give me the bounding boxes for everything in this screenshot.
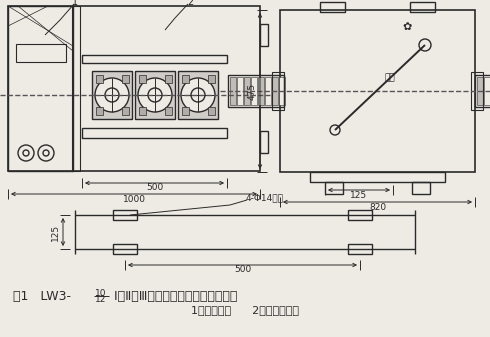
Text: 图1   LW3-: 图1 LW3- [13,289,71,303]
Bar [72,6,80,171]
Bar [165,75,172,83]
Bar [208,107,215,115]
Circle shape [330,125,340,135]
Bar [82,128,227,138]
Bar [182,75,189,83]
Bar [279,77,285,105]
Bar [260,131,268,153]
Bar [230,77,236,105]
Bar [135,71,175,119]
Bar [477,77,483,105]
Bar [8,6,260,171]
Circle shape [148,88,162,102]
Bar [237,77,243,105]
Bar [228,75,284,107]
Bar [471,72,483,110]
Bar [178,71,218,119]
Text: 12: 12 [95,296,106,305]
Circle shape [419,39,431,51]
Bar [92,71,132,119]
Bar [251,77,257,105]
Circle shape [138,78,172,112]
Bar [139,107,146,115]
Text: 合分: 合分 [385,73,395,83]
Bar [325,182,343,194]
Bar [96,107,103,115]
Text: 500: 500 [234,266,251,275]
Circle shape [105,88,119,102]
Bar [16,44,66,62]
Bar [348,210,372,220]
Text: 475: 475 [247,83,256,99]
Bar [412,182,430,194]
Bar [272,77,278,105]
Bar [260,24,268,46]
Bar [208,75,215,83]
Bar [244,77,250,105]
Bar [265,77,271,105]
Text: 1: 1 [72,0,78,7]
Circle shape [38,145,54,161]
Bar [280,10,475,172]
Text: 820: 820 [369,203,386,212]
Bar [410,2,435,12]
Bar [348,244,372,254]
Text: 125: 125 [350,190,368,200]
Text: ✿: ✿ [402,22,412,32]
Bar [82,55,227,63]
Bar [8,6,73,171]
Text: I、Ⅱ、Ⅲ型断路器外型及安装尺寸图: I、Ⅱ、Ⅲ型断路器外型及安装尺寸图 [110,289,237,303]
Bar [258,77,264,105]
Circle shape [18,145,34,161]
Bar [272,72,284,110]
Bar [165,107,172,115]
Text: 10: 10 [95,288,106,298]
Bar [122,107,129,115]
Text: 500: 500 [146,184,163,192]
Circle shape [95,78,129,112]
Text: 1、操作机构      2、断路器本体: 1、操作机构 2、断路器本体 [191,305,299,315]
Circle shape [181,78,215,112]
Bar [139,75,146,83]
Bar [113,210,137,220]
Bar [475,75,490,107]
Bar [484,77,490,105]
Bar [113,244,137,254]
Bar [96,75,103,83]
Text: 4-Φ14长孔: 4-Φ14长孔 [246,193,284,203]
Circle shape [191,88,205,102]
Bar [122,75,129,83]
Bar [182,107,189,115]
Text: 2: 2 [187,0,193,7]
Bar [310,172,445,182]
Text: 1000: 1000 [122,194,146,204]
Bar [320,2,345,12]
Text: 125: 125 [50,223,59,241]
